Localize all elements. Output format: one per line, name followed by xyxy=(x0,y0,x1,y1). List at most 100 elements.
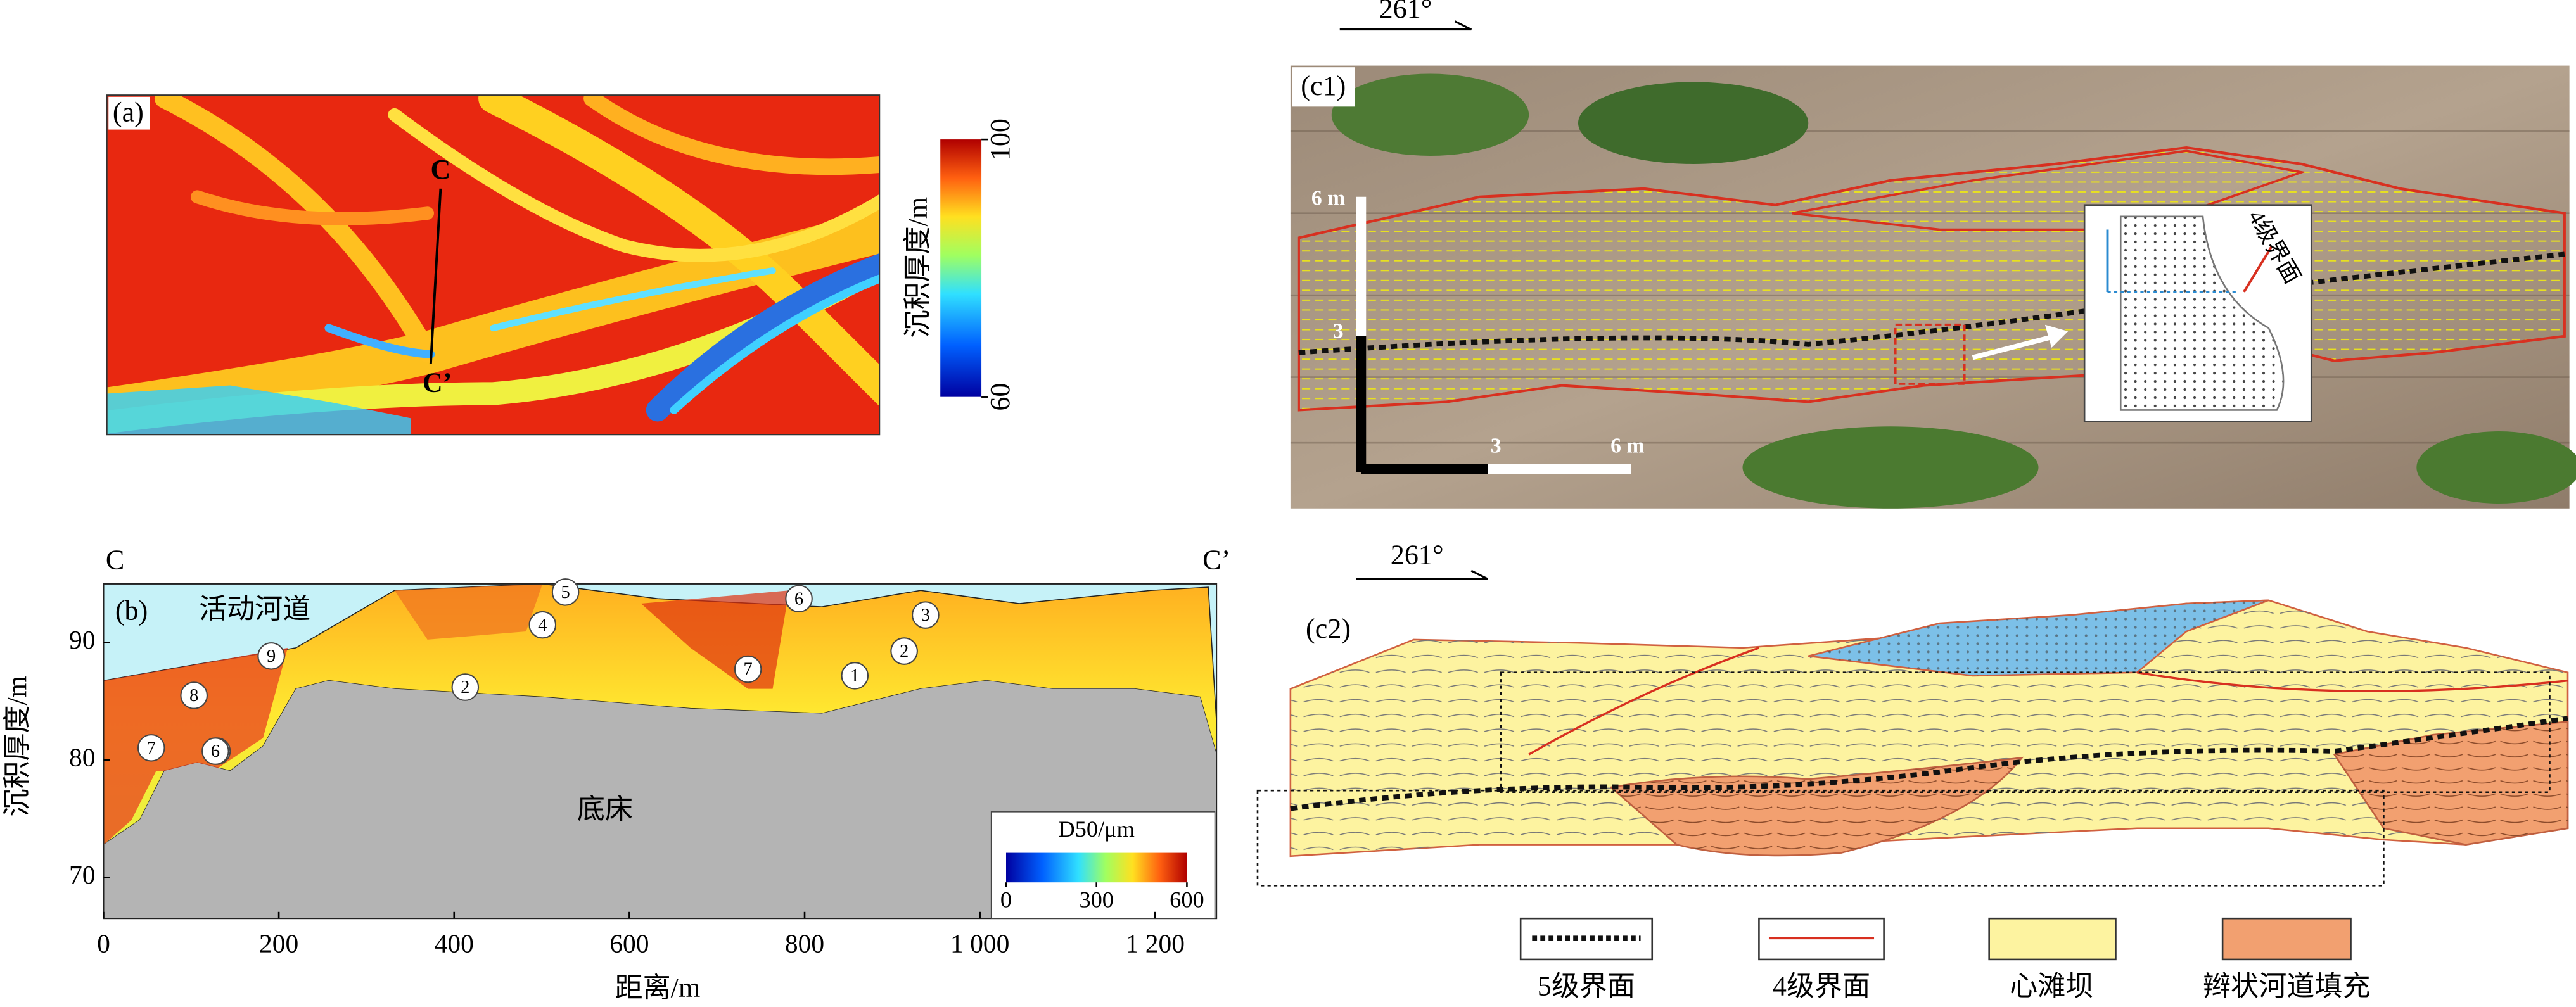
region-label: 底床 xyxy=(577,794,633,825)
marker-circle xyxy=(180,681,208,709)
scale-label: 6 m xyxy=(1311,187,1345,210)
panel-label: (c1) xyxy=(1301,70,1346,101)
channel-lamination xyxy=(1610,757,2022,856)
frame xyxy=(106,94,881,436)
legend-label: 4级界面 xyxy=(1773,971,1870,1002)
panel-c1: 4级界面 6 m 3 3 6 m (c1) 261° xyxy=(1290,0,2576,509)
bed xyxy=(103,680,1217,919)
legend-swatch xyxy=(2221,917,2352,961)
panel-a: (a) C C’ 沉积厚度/m xyxy=(106,94,982,436)
scale-bar xyxy=(1356,336,1367,472)
panel-label: (a) xyxy=(113,96,144,127)
marker-label: 6 xyxy=(211,742,220,761)
marker-circle xyxy=(528,611,557,639)
vegetation xyxy=(1578,82,1809,164)
legend-label: 心滩坝 xyxy=(2010,971,2093,1002)
colorbar-tick-label: 100 xyxy=(985,118,1016,160)
colorbar xyxy=(940,139,982,397)
colorbar-tick-label: 600 xyxy=(1170,887,1204,913)
x-tick-label: 400 xyxy=(435,929,474,958)
channel-dots xyxy=(1808,600,2269,676)
direction: 261° xyxy=(1391,540,1444,571)
marker-label: 6 xyxy=(794,589,803,609)
interface-5 xyxy=(1290,716,2568,811)
scale-label: 3 xyxy=(1491,434,1502,458)
panel-label: (b) xyxy=(115,595,148,626)
inset-arrow xyxy=(2243,245,2273,293)
marker-label: 7 xyxy=(147,738,156,758)
colorbar xyxy=(1005,852,1187,883)
focus-box xyxy=(1256,789,2385,887)
marker-circle xyxy=(551,578,580,606)
marker-label: 1 xyxy=(850,666,859,686)
marker-circle xyxy=(137,734,165,762)
direction: 261° xyxy=(1379,0,1432,24)
marker-circle xyxy=(451,673,480,701)
marker-circle xyxy=(890,637,918,665)
scale-bar xyxy=(1356,196,1367,336)
coarse-zone xyxy=(103,647,288,845)
x-tick-label: 200 xyxy=(259,929,298,958)
colorbar-title: 沉积厚度/m xyxy=(902,197,933,338)
x-axis-label: 距离/m xyxy=(615,972,701,1003)
panel-label: (c2) xyxy=(1306,613,1351,644)
marker-label: 3 xyxy=(921,605,930,625)
y-tick-label: 70 xyxy=(69,860,96,889)
coarse-zone xyxy=(394,583,543,640)
focus-box xyxy=(1500,671,2551,794)
marker-circle xyxy=(912,601,940,629)
marker-circle xyxy=(257,642,285,670)
panel-b: 活动河道 底床 (b) C C’ 距离/m 沉积厚度/m D50/μm xyxy=(1,544,1230,1003)
inset-grain xyxy=(2119,215,2285,411)
colorbar-tick-label: 300 xyxy=(1079,887,1113,913)
marker-label: 2 xyxy=(461,678,469,697)
legend: 5级界面 4级界面 心滩坝 辫状河道填充 xyxy=(1519,917,2371,1002)
heatmap xyxy=(106,95,880,435)
marker-circle xyxy=(734,655,762,683)
label-bg xyxy=(108,96,150,130)
interface-5 xyxy=(1298,251,2565,355)
channel-lamination xyxy=(2334,721,2568,845)
label-bg xyxy=(1292,67,1355,107)
marker-label: 9 xyxy=(267,647,276,666)
point-label: C’ xyxy=(423,367,452,398)
colorbar-title: D50/μm xyxy=(1059,816,1135,842)
y-tick-label: 90 xyxy=(69,625,96,654)
scale-label: 3 xyxy=(1333,319,1344,343)
region-label: 活动河道 xyxy=(199,593,310,624)
marker-label: 8 xyxy=(189,686,198,706)
direction-arrow xyxy=(1356,569,1488,580)
scale-label: 6 m xyxy=(1610,434,1644,458)
point-label: C xyxy=(430,154,450,185)
vegetation xyxy=(1742,426,2039,509)
colorbar-tick-label: 0 xyxy=(1000,887,1012,913)
marker-label: 7 xyxy=(743,660,752,680)
x-tick-label: 800 xyxy=(785,929,824,958)
arrow-head xyxy=(2044,324,2069,348)
marker-circle xyxy=(201,737,229,765)
marker-label: 2 xyxy=(900,642,909,661)
marker-label: 4 xyxy=(538,616,547,635)
interface-4 xyxy=(1791,149,2306,231)
x-tick-label: 0 xyxy=(97,929,110,958)
panel-c2: 261° (c2) xyxy=(1256,540,2569,887)
end-label: C’ xyxy=(1202,544,1230,575)
scale-bar xyxy=(1488,464,1631,474)
direction-arrow xyxy=(1339,20,1472,31)
vegetation xyxy=(1331,73,1529,156)
marker-circle xyxy=(785,585,813,612)
end-label: C xyxy=(106,544,124,575)
colorbar-tick-label: 60 xyxy=(985,383,1016,411)
interface-4 xyxy=(1528,647,2568,756)
legend-label: 辫状河道填充 xyxy=(2203,971,2371,1002)
y-tick-label: 80 xyxy=(69,742,96,771)
bar-lamination xyxy=(1290,600,2568,856)
section-line xyxy=(429,188,442,364)
scale-bar xyxy=(1361,464,1488,474)
arrow xyxy=(1972,334,2056,360)
plot-frame xyxy=(103,583,1218,920)
marker-circle xyxy=(841,662,869,690)
x-tick-label: 1 000 xyxy=(950,929,1009,958)
